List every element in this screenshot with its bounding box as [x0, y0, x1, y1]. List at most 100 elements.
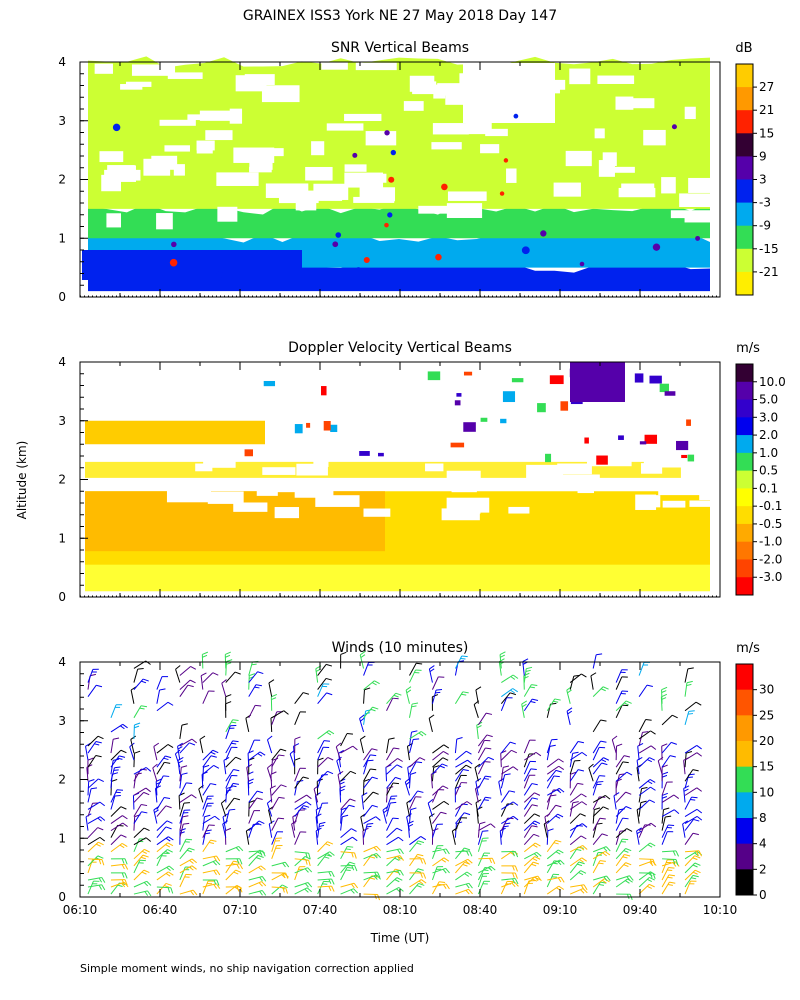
- wind-barb-flag: [661, 686, 668, 691]
- wind-barb: [636, 767, 640, 782]
- wind-barb: [317, 803, 323, 817]
- wind-barb-flag: [304, 888, 309, 893]
- wind-barb-flag: [374, 872, 378, 878]
- wind-barb-flag: [622, 817, 629, 820]
- wind-barb: [110, 749, 122, 761]
- snr-speck: [579, 261, 585, 267]
- wind-barb-flag: [397, 870, 401, 876]
- wind-barb: [359, 739, 365, 754]
- wind-barb-flag: [543, 820, 550, 825]
- wind-barb-flag: [324, 856, 330, 859]
- wind-barb: [408, 732, 412, 747]
- wind-barb: [477, 761, 486, 775]
- doppler-speck: [634, 373, 644, 383]
- wind-barb: [684, 832, 694, 845]
- wind-barb-flag: [191, 794, 197, 799]
- doppler-speck: [480, 417, 488, 422]
- wind-barb-flag: [509, 692, 517, 696]
- wind-barb: [133, 753, 135, 768]
- wind-barb-flag: [692, 832, 699, 836]
- snr-dropout: [643, 129, 666, 146]
- wind-barb-flag: [163, 757, 169, 761]
- wind-barb: [179, 794, 192, 803]
- wind-barb: [474, 788, 479, 803]
- wind-barb: [523, 783, 533, 796]
- snr-dropout: [143, 158, 171, 176]
- wind-barb: [432, 800, 445, 810]
- wind-barb-flag: [235, 869, 242, 873]
- wind-barb-flag: [512, 872, 515, 878]
- wind-barb-flag: [464, 812, 471, 816]
- wind-barb-flag: [304, 868, 309, 873]
- wind-barb-flag: [553, 775, 560, 778]
- wind-barb-flag: [165, 850, 170, 855]
- wind-barb-flag: [603, 876, 608, 882]
- wind-barb: [406, 816, 410, 831]
- wind-barb-flag: [485, 747, 492, 750]
- wind-barb: [454, 782, 462, 796]
- wind-barb: [156, 676, 163, 690]
- wind-barb-flag: [328, 871, 332, 877]
- wind-barb-flag: [213, 856, 217, 862]
- wind-barb-flag: [647, 780, 653, 785]
- wind-barb-flag: [504, 822, 511, 825]
- wind-barb-flag: [596, 653, 603, 656]
- wind-barb-flag: [164, 885, 170, 888]
- snr-dropout: [101, 174, 122, 192]
- wind-barb-flag: [373, 847, 378, 852]
- wind-barb-flag: [394, 857, 400, 861]
- wind-barb-flag: [238, 846, 244, 852]
- doppler-dropout: [262, 467, 296, 475]
- wind-barb-flag: [205, 829, 212, 832]
- wind-barb: [133, 774, 137, 789]
- wind-barb-flag: [530, 768, 537, 771]
- wind-barb: [590, 675, 594, 690]
- wind-barb-flag: [345, 869, 351, 872]
- wind-barb: [266, 739, 273, 754]
- wind-barb-flag: [580, 870, 587, 874]
- wind-barb: [317, 678, 327, 690]
- winds-panel-title: Winds (10 minutes): [332, 640, 469, 656]
- wind-barb-flag: [189, 866, 194, 871]
- wind-barb: [638, 730, 651, 740]
- wind-barb-flag: [214, 815, 220, 821]
- x-tick-label: 07:10: [223, 903, 258, 917]
- doppler-speck: [500, 418, 507, 424]
- wind-barb-flag: [354, 865, 358, 872]
- doppler-speck: [511, 378, 524, 383]
- wind-barb-flag: [441, 859, 447, 863]
- wind-barb-flag: [229, 808, 236, 811]
- colorbar-swatch: [736, 133, 753, 157]
- wind-barb-flag: [323, 740, 331, 742]
- wind-barb-flag: [468, 888, 473, 895]
- wind-barb-flag: [99, 836, 106, 842]
- wind-barb-flag: [490, 823, 496, 828]
- wind-barb: [454, 769, 464, 782]
- wind-barb: [569, 835, 582, 846]
- snr-dropout: [661, 177, 676, 194]
- wind-barb-flag: [234, 671, 241, 675]
- wind-barb-flag: [582, 823, 588, 828]
- wind-barb-flag: [476, 725, 482, 729]
- wind-barb: [202, 815, 216, 824]
- snr-speck: [335, 232, 342, 238]
- snr-band: [82, 250, 302, 280]
- wind-barb: [179, 816, 183, 831]
- snr-dropout: [311, 141, 325, 156]
- wind-barb-flag: [352, 836, 358, 842]
- wind-barb: [201, 774, 204, 789]
- snr-colorbar: 27 21 15 9 3 -3 -9 -15 -21: [735, 63, 779, 296]
- colorbar-swatch: [736, 470, 753, 489]
- wind-barb: [130, 739, 135, 754]
- snr-dropout: [99, 151, 124, 163]
- wind-barb: [340, 733, 348, 747]
- wind-barb: [661, 816, 666, 831]
- wind-barb-flag: [512, 851, 515, 857]
- wind-barb-flag: [580, 889, 585, 894]
- snr-dropout: [602, 152, 617, 167]
- wind-barb-flag: [415, 856, 421, 859]
- doppler-dropout: [275, 484, 312, 493]
- wind-barb: [524, 751, 537, 761]
- wind-barb-flag: [399, 870, 404, 876]
- wind-barb: [500, 741, 511, 754]
